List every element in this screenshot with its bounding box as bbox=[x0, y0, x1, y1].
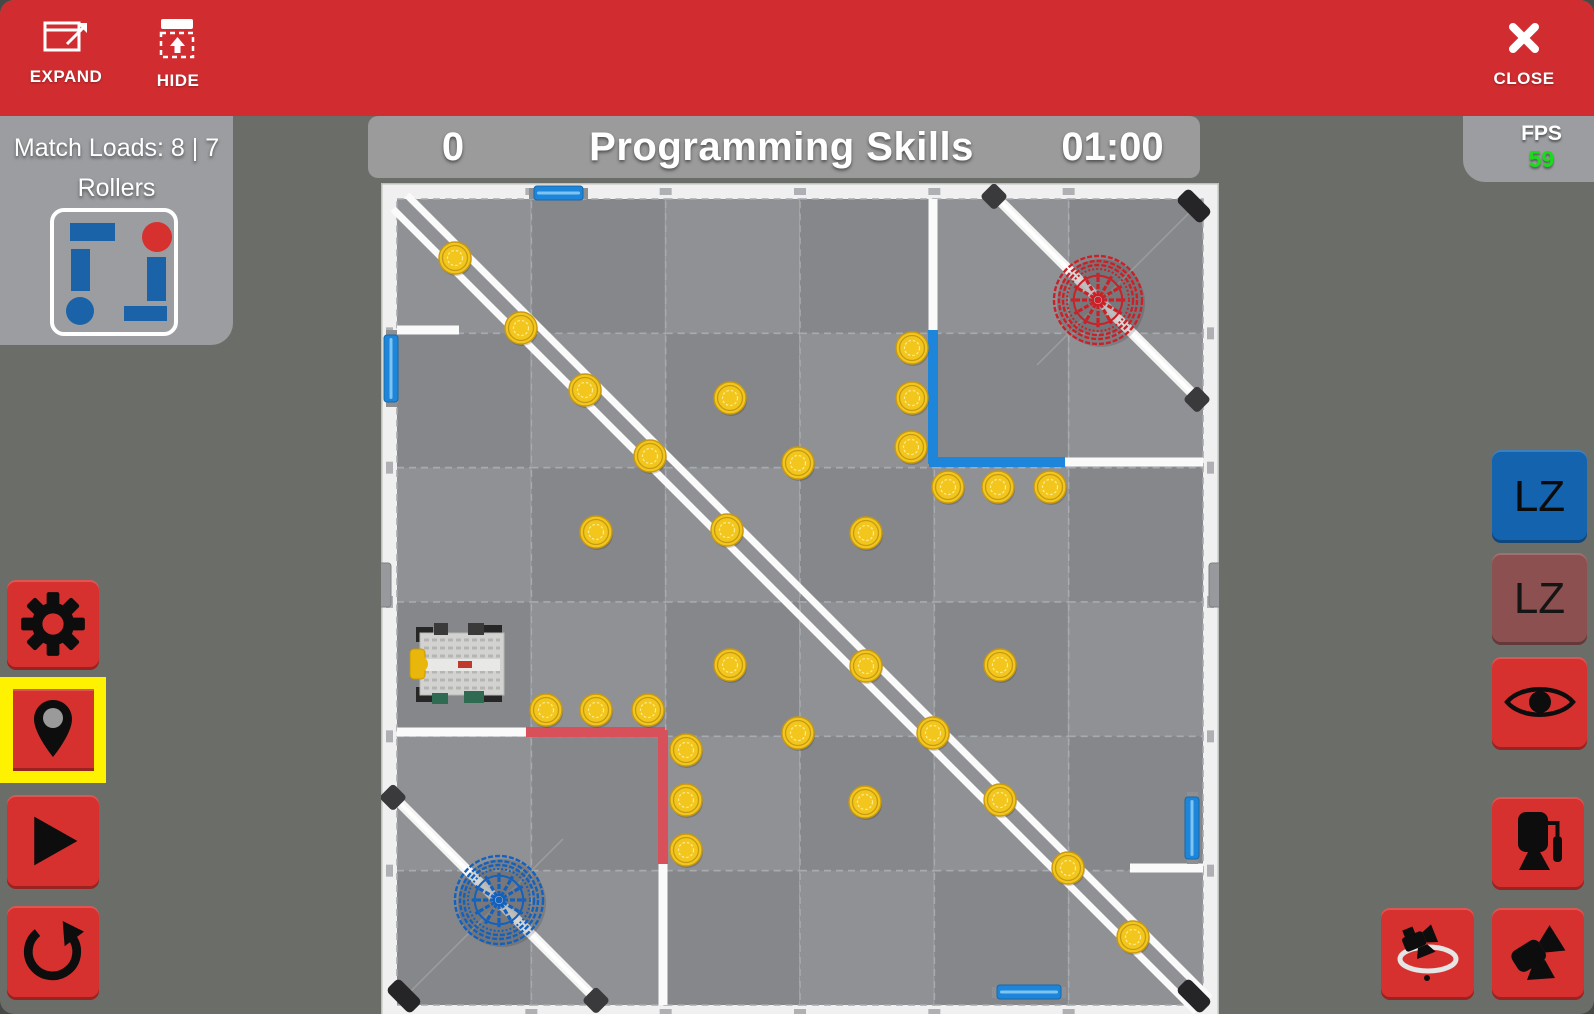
field-canvas bbox=[370, 181, 1230, 1014]
video-camera-icon bbox=[1505, 920, 1571, 989]
hide-label: HIDE bbox=[156, 71, 200, 90]
hide-button[interactable]: HIDE bbox=[130, 10, 226, 108]
set-position-button[interactable] bbox=[12, 689, 94, 771]
top-toolbar: EXPAND HIDE CLOSE bbox=[0, 0, 1594, 116]
close-label: CLOSE bbox=[1493, 69, 1555, 88]
reset-button[interactable] bbox=[7, 906, 99, 1000]
orbit-camera-icon bbox=[1395, 922, 1461, 987]
score-value: 0 bbox=[441, 124, 465, 169]
video-camera-button[interactable] bbox=[1492, 908, 1584, 1000]
match-info-panel: Match Loads: 8 | 7 Rollers bbox=[0, 116, 233, 345]
reset-rotate-icon bbox=[22, 920, 84, 986]
match-loads-text: Match Loads: 8 | 7 bbox=[13, 134, 220, 162]
settings-button[interactable] bbox=[7, 580, 99, 670]
expand-label: EXPAND bbox=[29, 67, 103, 86]
launch-zone-blue-button[interactable]: LZ bbox=[1492, 450, 1587, 543]
fps-label: FPS bbox=[1521, 122, 1562, 145]
match-timer: 01:00 bbox=[1061, 124, 1164, 169]
fps-value: 59 bbox=[1528, 146, 1555, 172]
robot bbox=[409, 623, 505, 704]
close-x-icon bbox=[1504, 18, 1544, 61]
launch-zone-red-button[interactable]: LZ bbox=[1492, 553, 1587, 645]
match-mode-title: Programming Skills bbox=[589, 124, 974, 169]
expand-window-icon bbox=[43, 18, 89, 59]
lz-blue-label: LZ bbox=[1513, 471, 1566, 521]
orbit-camera-button[interactable] bbox=[1381, 908, 1474, 1000]
close-button[interactable]: CLOSE bbox=[1476, 10, 1572, 108]
field-viewport[interactable] bbox=[370, 181, 1230, 1014]
visibility-button[interactable] bbox=[1492, 657, 1587, 750]
robot-station-icon bbox=[1506, 810, 1570, 877]
rollers-diagram-icon bbox=[66, 222, 172, 325]
pin-button-highlight bbox=[0, 677, 106, 783]
expand-button[interactable]: EXPAND bbox=[18, 10, 114, 108]
play-button[interactable] bbox=[7, 795, 99, 889]
lz-red-label: LZ bbox=[1513, 574, 1566, 623]
gear-icon bbox=[19, 590, 87, 661]
hide-panel-icon bbox=[158, 18, 198, 63]
driver-station-view-button[interactable] bbox=[1492, 797, 1584, 890]
scoreboard: 0 Programming Skills 01:00 bbox=[368, 116, 1200, 178]
rollers-label: Rollers bbox=[77, 174, 156, 202]
eye-icon bbox=[1503, 682, 1576, 725]
fps-panel: FPS 59 bbox=[1463, 116, 1594, 182]
rollers-diagram bbox=[50, 208, 178, 336]
play-icon bbox=[23, 811, 83, 874]
location-pin-icon bbox=[28, 697, 78, 764]
